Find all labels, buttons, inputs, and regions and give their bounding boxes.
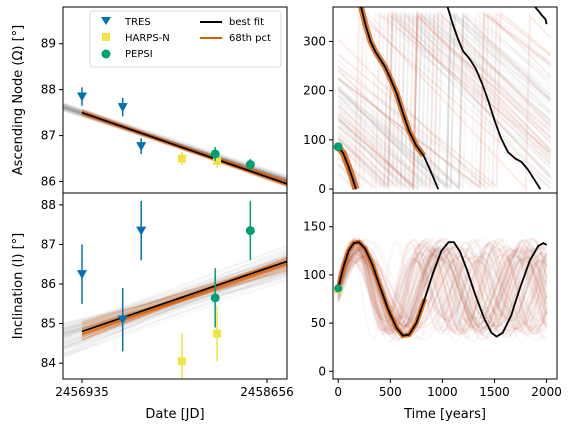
best-fit-line-node-left [81, 111, 287, 185]
x-ticks-incl-left: 2456935 2458656 [55, 379, 294, 399]
br-xtick-label-2: 1000 [427, 385, 458, 399]
point-bl-pepsi-1 [245, 226, 255, 236]
panel-incl-right: 0 50 100 150 0 500 1000 1500 2000 Time [years] [303, 192, 562, 422]
start-marker-pepsi-incl [334, 284, 343, 293]
legend-label-68th-pct: 68th pct [229, 33, 271, 44]
bl-ytick-label-4: 88 [41, 198, 56, 212]
br-ytick-label-1: 50 [311, 316, 326, 330]
y-ticks-incl-right: 0 50 100 150 [303, 220, 333, 378]
y-ticks-incl-left: 84 85 86 87 88 [41, 198, 63, 370]
best-fit-curve-incl-right [337, 241, 548, 338]
best-fit-line-incl-left [81, 260, 287, 333]
legend-entry-pepsi: PEPSI [101, 49, 153, 60]
best-fit-segment-2 [446, 7, 542, 190]
axes-frame-incl-right [332, 192, 558, 380]
br-ytick-label-0: 0 [318, 364, 326, 378]
legend-frame [89, 10, 282, 68]
y-axis-label-node: Ascending Node (Ω) [°] [11, 25, 26, 175]
tr-ytick-label-3: 300 [303, 34, 326, 48]
br-ytick-label-3: 150 [303, 220, 326, 234]
y-axis-label-incl: Inclination (I) [°] [11, 233, 26, 339]
legend-label-harps-n: HARPS-N [125, 33, 170, 44]
data-points-incl-left [77, 200, 255, 379]
posterior-curves-node-right [335, 7, 552, 192]
legend-entry-tres: TRES [101, 17, 151, 28]
legend-label-best-fit: best fit [229, 17, 264, 28]
best-fit-segment-0 [337, 146, 357, 190]
point-tl-tres-0 [77, 92, 87, 102]
point-tl-harpsn-0 [177, 154, 186, 163]
best-fit-segment-3 [534, 7, 548, 25]
br-ytick-label-2: 100 [303, 268, 326, 282]
point-bl-harpsn-1 [213, 329, 222, 338]
tr-ytick-label-0: 0 [318, 182, 326, 196]
x-axis-label-time: Time [years] [403, 407, 486, 422]
x-tick-label-first: 2456935 [55, 385, 108, 399]
legend-entry-harps-n: HARPS-N [102, 33, 170, 44]
panel-incl-left: 84 85 86 87 88 2456935 2458656 Inclination (… [11, 192, 294, 422]
panel-node-right: 0 100 200 300 [303, 6, 558, 196]
pct68-band-incl-left [81, 255, 287, 342]
tl-ytick-label-0: 86 [41, 175, 56, 189]
legend: TRES HARPS-N PEPSI best fit 68th pct [89, 10, 282, 68]
bl-ytick-label-3: 87 [41, 237, 56, 251]
br-xtick-label-0: 0 [334, 385, 342, 399]
legend-marker-tres [101, 17, 111, 25]
point-tl-pepsi-0 [210, 149, 220, 159]
br-xtick-label-3: 1500 [479, 385, 510, 399]
br-xtick-label-4: 2000 [531, 385, 562, 399]
point-bl-pepsi-0 [210, 293, 220, 303]
x-axis-label-date: Date [JD] [145, 407, 204, 422]
tr-ytick-label-1: 100 [303, 133, 326, 147]
tl-ytick-label-1: 87 [41, 129, 56, 143]
panel-node-left: 86 87 88 89 Ascending Node (Ω) [°] TRES HAR… [11, 6, 288, 194]
point-bl-tres-0 [77, 270, 87, 280]
legend-entry-68th-pct: 68th pct [200, 33, 271, 44]
point-bl-tres-2 [136, 226, 147, 236]
tl-ytick-label-2: 88 [41, 83, 56, 97]
point-tl-pepsi-1 [245, 160, 255, 170]
axes-frame-incl-left [62, 192, 288, 380]
point-bl-tres-1 [117, 315, 128, 325]
legend-entry-best-fit: best fit [200, 17, 264, 28]
tr-ytick-label-2: 200 [303, 84, 326, 98]
x-tick-label-last: 2458656 [240, 385, 293, 399]
legend-label-tres: TRES [124, 17, 151, 28]
best-fit-segment-1 [360, 7, 440, 190]
data-points-node-left [77, 87, 255, 171]
point-tl-tres-2 [136, 142, 147, 152]
y-ticks-node-left: 86 87 88 89 [41, 37, 63, 189]
x-ticks-incl-right: 0 500 1000 1500 2000 [334, 379, 562, 399]
point-bl-harpsn-0 [177, 357, 186, 366]
tl-ytick-label-3: 89 [41, 37, 56, 51]
point-tl-tres-1 [117, 103, 128, 113]
point-tl-harpsn-1 [213, 156, 222, 165]
legend-label-pepsi: PEPSI [125, 49, 153, 60]
start-marker-pepsi-node [333, 142, 343, 152]
bl-ytick-label-2: 86 [41, 277, 56, 291]
br-xtick-label-1: 500 [379, 385, 402, 399]
best-fit-curves-node-right [337, 7, 548, 190]
bl-ytick-label-1: 85 [41, 317, 56, 331]
bl-ytick-label-0: 84 [41, 356, 56, 370]
legend-marker-harps-n [102, 33, 110, 41]
legend-marker-pepsi [101, 49, 111, 59]
y-ticks-node-right: 0 100 200 300 [303, 34, 333, 196]
